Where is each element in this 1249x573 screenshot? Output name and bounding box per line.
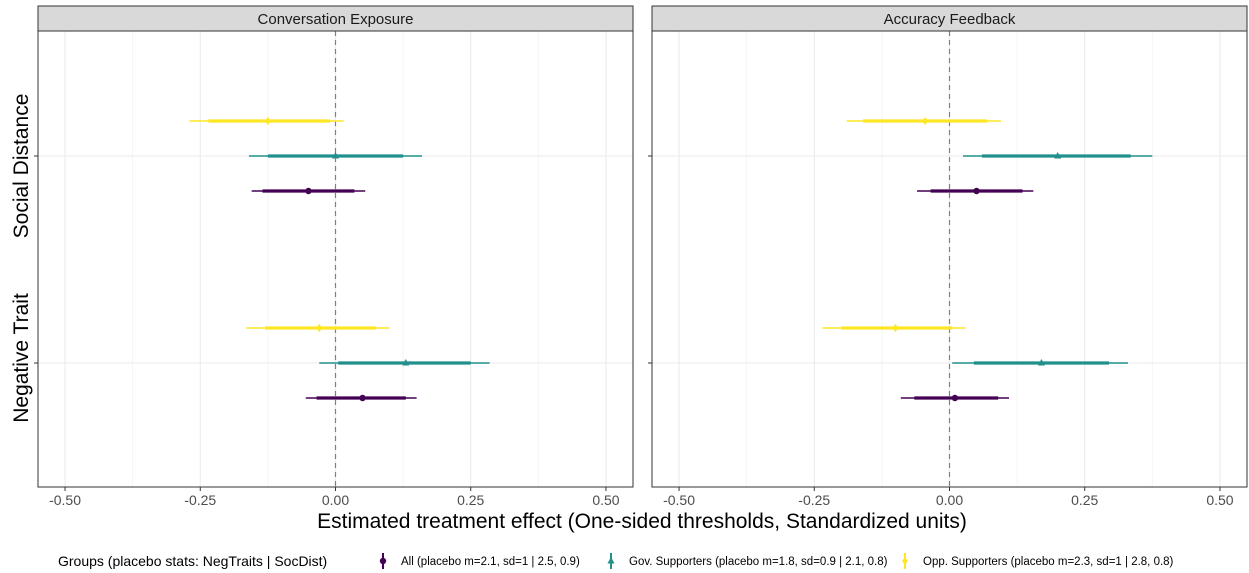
x-tick-label: 0.50 — [592, 492, 619, 508]
estimate-gov — [248, 152, 423, 159]
point-estimate — [316, 323, 323, 333]
legend-label: Opp. Supporters (placebo m=2.3, sd=1 | 2… — [923, 556, 1174, 568]
legend-item-gov: Gov. Supporters (placebo m=1.8, sd=0.9 |… — [607, 553, 888, 569]
point-estimate — [1054, 152, 1062, 159]
estimate-gov — [952, 359, 1128, 366]
point-estimate — [305, 187, 312, 195]
point-estimate — [973, 187, 980, 195]
estimate-all — [917, 187, 1034, 195]
point-estimate — [265, 116, 271, 126]
x-tick-label: 0.50 — [1206, 492, 1233, 508]
x-tick-label: -0.25 — [184, 492, 216, 508]
estimate-opp — [189, 116, 344, 126]
point-estimate — [1037, 359, 1045, 366]
legend-label: All (placebo m=2.1, sd=1 | 2.5, 0.9) — [401, 556, 580, 568]
y-category-label-negative-trait: Negative Trait — [10, 293, 33, 423]
estimate-gov — [319, 359, 490, 366]
legend-key-marker — [607, 557, 615, 564]
panel-strip — [651, 5, 1248, 32]
x-axis-title: Estimated treatment effect (One-sided th… — [317, 510, 967, 533]
legend-key-marker — [379, 557, 387, 565]
x-tick-label: -0.25 — [798, 492, 830, 508]
point-estimate — [359, 394, 366, 402]
legend-title: Groups (placebo stats: NegTraits | SocDi… — [58, 553, 327, 569]
point-estimate — [402, 359, 410, 366]
estimate-all — [251, 187, 366, 195]
x-tick-label: 0.00 — [936, 492, 963, 508]
estimate-gov — [963, 152, 1153, 159]
y-category-label-social-distance: Social Distance — [10, 94, 33, 239]
legend-key-marker — [902, 556, 908, 566]
x-tick-label: -0.50 — [663, 492, 695, 508]
legend-label: Gov. Supporters (placebo m=1.8, sd=0.9 |… — [629, 556, 888, 568]
point-estimate — [951, 394, 959, 402]
panels-layer: Conversation Exposure -0.50 -0.25 0.00 0.25 0… — [34, 5, 1248, 508]
legend-item-opp: Opp. Supporters (placebo m=2.3, sd=1 | 2… — [902, 553, 1174, 569]
estimate-opp — [246, 323, 390, 333]
x-tick-label: 0.00 — [322, 492, 349, 508]
x-tick-label: -0.50 — [49, 492, 81, 508]
point-estimate — [922, 116, 929, 126]
estimate-all — [900, 394, 1009, 402]
point-estimate — [331, 152, 340, 159]
x-tick-label: 0.25 — [457, 492, 484, 508]
x-tick-label: 0.25 — [1071, 492, 1098, 508]
estimate-opp — [846, 116, 1001, 126]
legend: Groups (placebo stats: NegTraits | SocDi… — [58, 553, 1174, 569]
legend-item-all: All (placebo m=2.1, sd=1 | 2.5, 0.9) — [379, 553, 580, 569]
point-estimate — [892, 323, 899, 333]
panel-2: Accuracy Feedback -0.50 -0.25 0.00 0.25 0.50 — [648, 5, 1248, 508]
panel-strip — [37, 5, 634, 32]
panel-title: Conversation Exposure — [258, 11, 414, 28]
panel-title: Accuracy Feedback — [884, 11, 1016, 28]
estimate-all — [305, 394, 417, 402]
panel-1: Conversation Exposure -0.50 -0.25 0.00 0.25 0… — [34, 5, 634, 508]
estimate-opp — [822, 323, 966, 333]
